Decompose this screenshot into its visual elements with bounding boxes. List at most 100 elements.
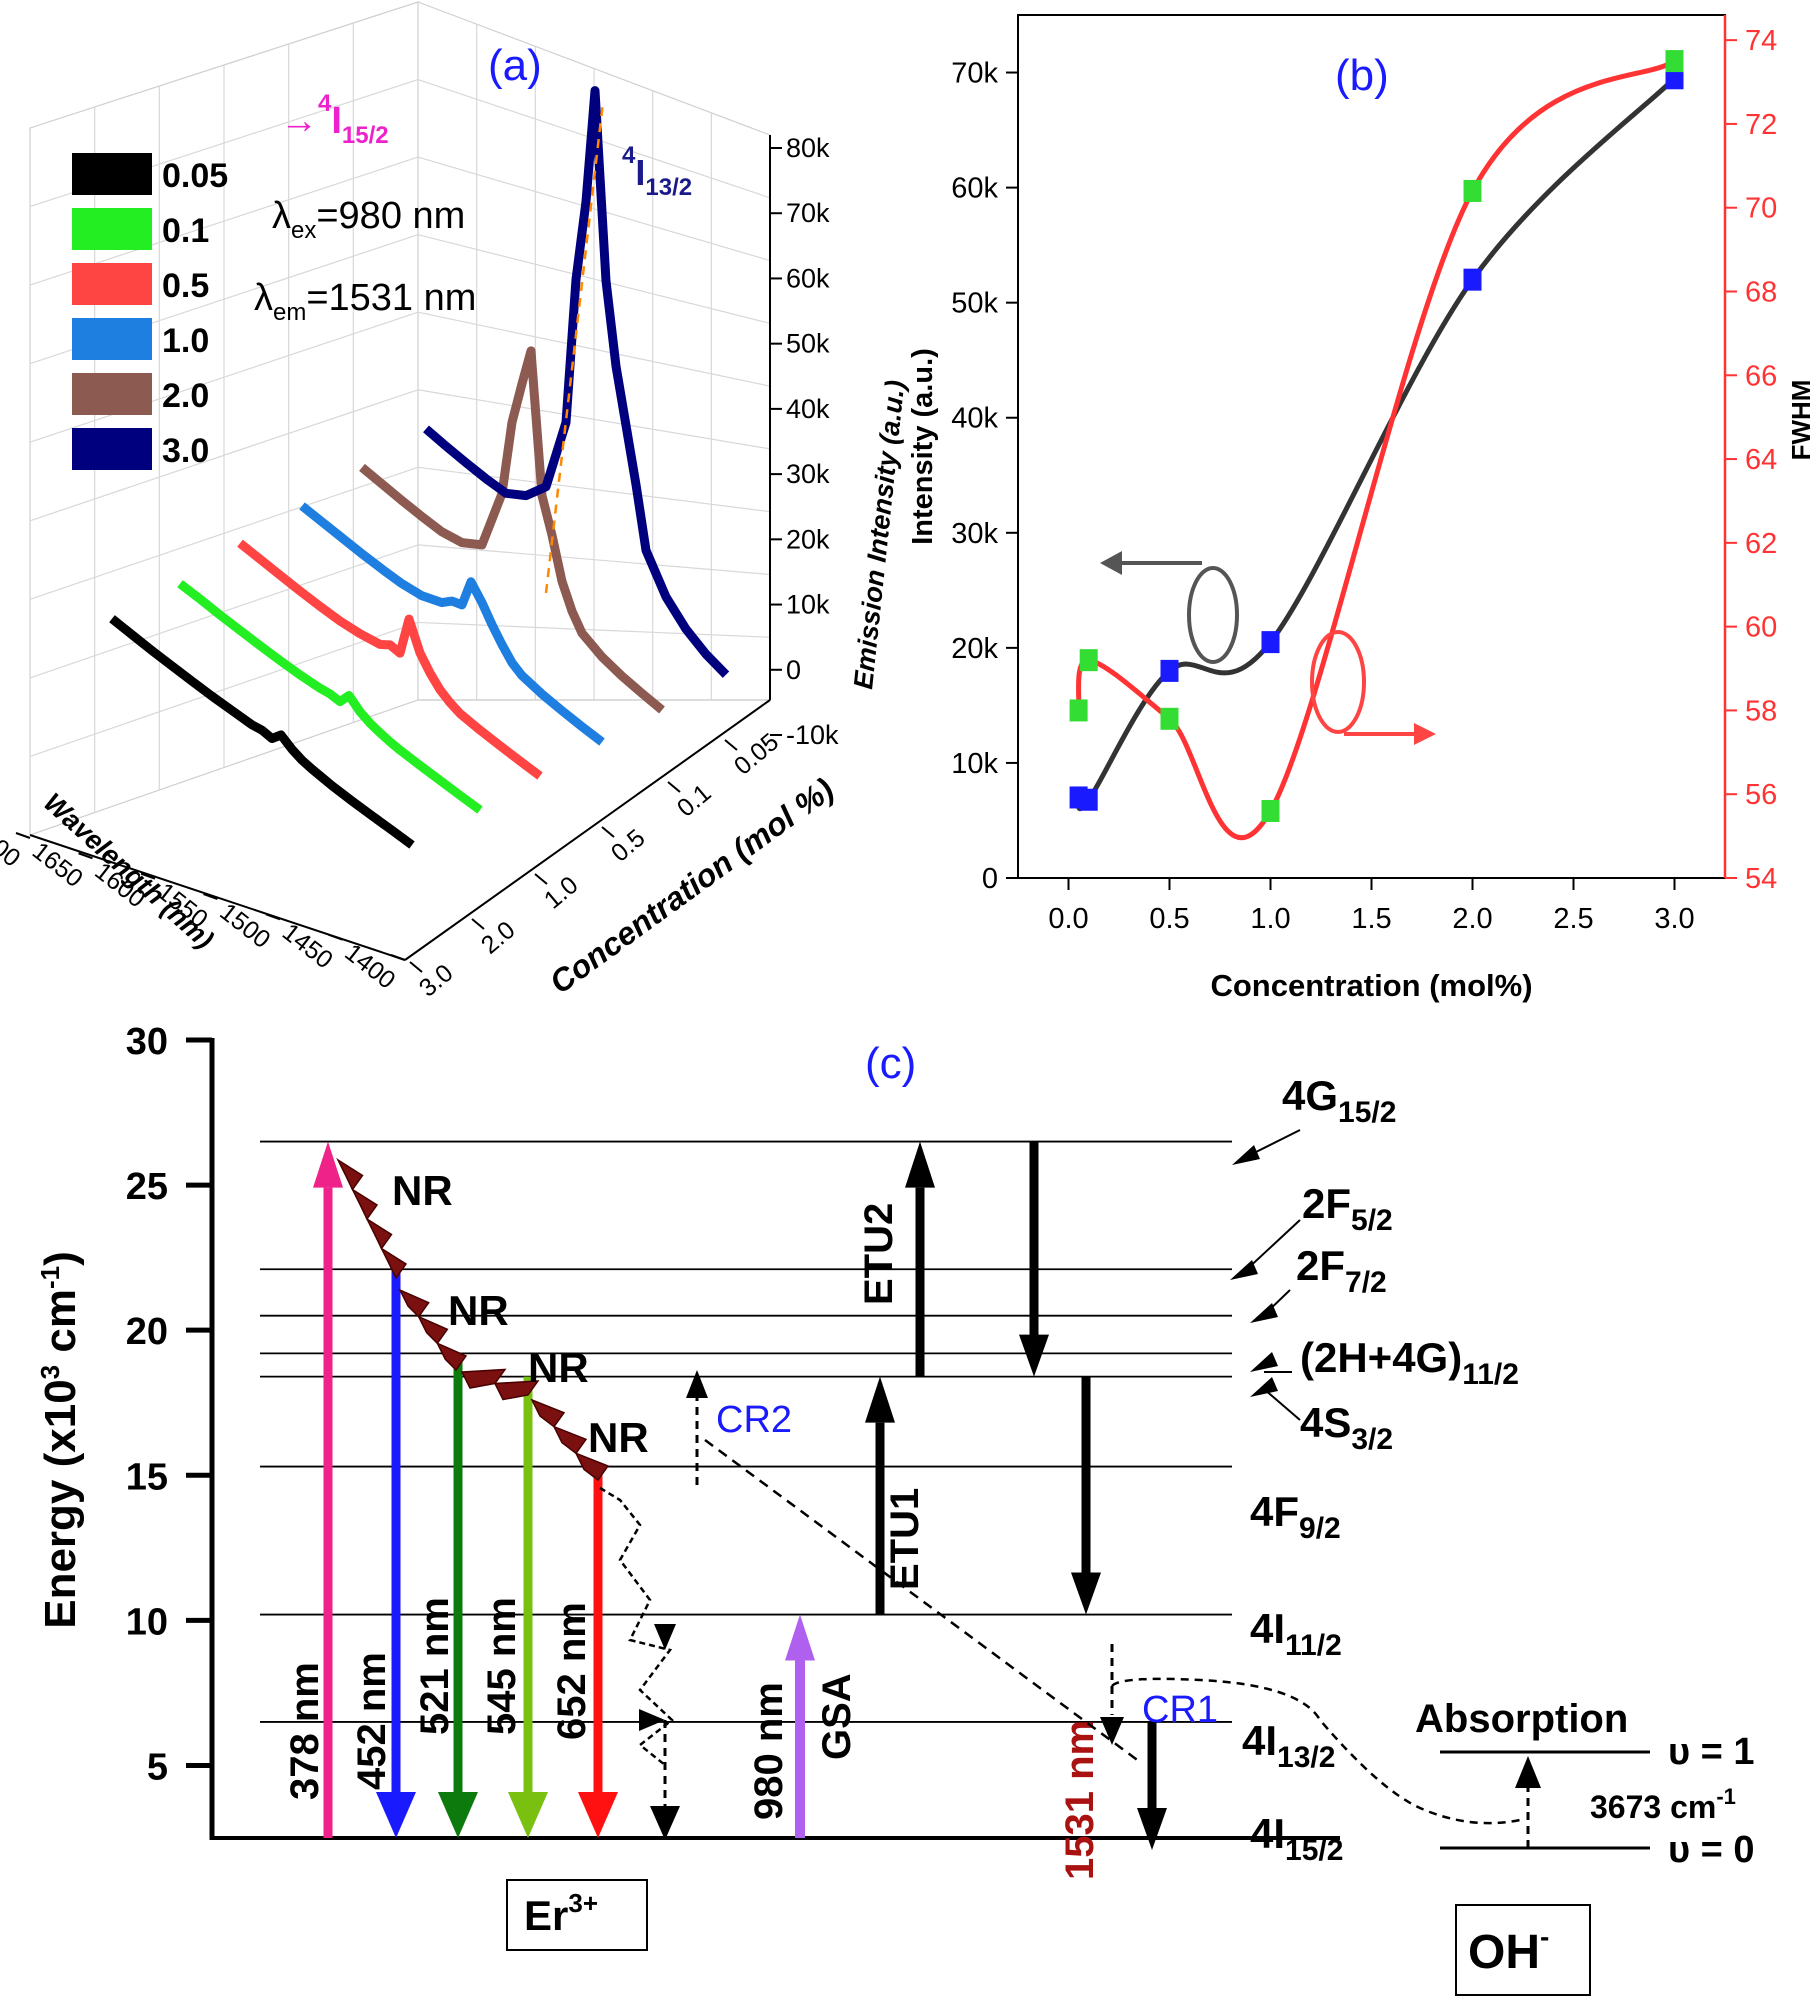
panel-b-y-tick-label: 20k: [951, 633, 998, 665]
panel-a-emission-label: λem=1531 nm: [254, 277, 476, 326]
panel-a-excitation-label: λex=980 nm: [272, 195, 465, 244]
panel-c-transition-label-1531 nm: 1531 nm: [1058, 1720, 1102, 1880]
panel-c-level-label-7: 4I13/2: [1242, 1717, 1335, 1774]
level-term: 2F: [1296, 1242, 1345, 1289]
level-subscript: 7/2: [1345, 1266, 1387, 1299]
panel-b-x-tick-label: 2.5: [1553, 903, 1593, 935]
panel-b-intensity-curve: [1076, 76, 1677, 811]
panel-c-level-pointer-head: [1250, 1377, 1278, 1397]
lambda: λ: [272, 195, 291, 237]
level-term: 4F: [1250, 1488, 1299, 1535]
panel-c-arrow-head-980 nm: [785, 1614, 815, 1661]
panel-c-nonradiative-decay: [336, 1157, 610, 1482]
panel-a-y-tick-label: 1.0: [539, 871, 584, 915]
panel-a-transition-label-4I13/2: 4I13/2: [622, 142, 692, 201]
panel-c-relaxation-arrow-2-head: [1071, 1572, 1101, 1615]
panel-b-y2-tick-label: 66: [1745, 360, 1777, 392]
panel-a-series-0.5-line: [237, 539, 543, 780]
panel-c-cr-diagonal: [704, 1438, 1141, 1764]
panel-c-nr-label-1: NR: [392, 1167, 453, 1214]
panel-a-label: (a): [488, 41, 542, 90]
panel-a-y-tick: [409, 961, 423, 973]
panel-a-legend-label-2.0: 2.0: [162, 377, 209, 415]
panel-c-cr2-arrow-head: [686, 1370, 708, 1398]
oh-symbol: OH: [1468, 1926, 1540, 1979]
panel-b-y-tick-label: 50k: [951, 288, 998, 320]
panel-a-y-tick: [601, 826, 615, 838]
panel-a-legend-label-3.0: 3.0: [162, 432, 209, 470]
panel-a-legend-swatch-0.05: [72, 153, 152, 195]
panel-c-transition-label-980 nm: 980 nm: [747, 1682, 791, 1820]
panel-a-z-tick-label: 0: [786, 655, 801, 685]
panel-a-x-tick: [265, 913, 281, 921]
panel-b-x-tick-label: 1.5: [1351, 903, 1391, 935]
panel-a-z-tick-label: 30k: [786, 459, 830, 489]
panel-c-transition-label-545 nm: 545 nm: [480, 1597, 524, 1735]
panel-c-level-label-1: 2F5/2: [1302, 1180, 1393, 1237]
panel-a-legend-swatch-0.1: [72, 208, 152, 250]
panel-b-x-tick-label: 0.0: [1048, 903, 1088, 935]
panel-b-y2-tick-label: 68: [1745, 276, 1777, 308]
panel-c-relaxation-arrow-1-head: [1019, 1334, 1049, 1377]
panel-c-transition-label-GSA: GSA: [815, 1673, 859, 1760]
panel-b-right-arrow-head: [1414, 723, 1436, 745]
panel-a-y-tick: [471, 918, 485, 930]
panel-b-fwhm-marker: [1160, 707, 1179, 730]
panel-b-y2-tick-label: 56: [1745, 779, 1777, 811]
panel-a-series-3.0-line: [423, 86, 730, 678]
level-term: 4I: [1250, 1810, 1285, 1857]
panel-a-x-tick: [203, 893, 218, 900]
panel-a-series-0.05-line: [109, 615, 415, 849]
panel-a-series-2.0-line: [359, 346, 665, 714]
panel-c-oh-wavenumber-label: 3673 cm-1: [1590, 1784, 1736, 1825]
panel-c-y-tick-label: 5: [147, 1746, 168, 1788]
panel-b-y2-tick-label: 54: [1745, 863, 1777, 895]
level-term: 2F: [1302, 1180, 1351, 1227]
panel-c-y-tick-label: 10: [126, 1601, 168, 1643]
panel-a-y-tick: [724, 739, 738, 751]
panel-c-transition-label-452 nm: 452 nm: [350, 1652, 394, 1790]
panel-b-label: (b): [1335, 51, 1389, 100]
panel-c-level-label-6: 4I11/2: [1250, 1605, 1342, 1662]
panel-b-y-tick-label: 0: [982, 863, 998, 895]
level-subscript: 5/2: [1351, 1204, 1393, 1237]
panel-c-y-tick-label: 15: [126, 1456, 168, 1498]
panel-b-x-tick-label: 2.0: [1452, 903, 1492, 935]
panel-b-y2-tick-label: 72: [1745, 109, 1777, 141]
panel-b-fwhm-marker: [1463, 179, 1482, 202]
level-subscript: 13/2: [1277, 1741, 1335, 1774]
panel-b-plot-frame: [1017, 14, 1726, 879]
panel-a-transition-label-4I15/2: →4I15/2: [280, 90, 389, 149]
panel-c-level-pointer-head: [1250, 1303, 1278, 1323]
panel-c-y-tick-label: 30: [126, 1021, 168, 1063]
panel-a-peak-guide-line: [544, 101, 605, 594]
panel-c-level-label-8: 4I15/2: [1250, 1810, 1343, 1867]
panel-c-y-tick-label: 25: [126, 1166, 168, 1208]
level-term: 4I: [1242, 1717, 1277, 1764]
panel-a-3d-emission-spectra: 80k 70k 60k 50k 40k 30k 20k 10k 0 -10k Emission In…: [0, 1, 910, 1003]
panel-a-x-tick: [328, 933, 343, 941]
panel-b-y-tick-label: 30k: [951, 518, 998, 550]
panel-c-oh-label: OH-: [1468, 1921, 1549, 1979]
ylabel-sup: 3: [35, 1365, 65, 1379]
panel-c-arrow-head-521 nm: [438, 1792, 478, 1838]
panel-c-wavy-arrow-2: [639, 1709, 665, 1731]
panel-b-fwhm-marker: [1261, 799, 1280, 822]
panel-a-legend-label-0.5: 0.5: [162, 267, 209, 305]
panel-c-level-label-0: 4G15/2: [1282, 1072, 1396, 1129]
level-term: (2H+4G): [1300, 1334, 1462, 1381]
panel-a-x-tick-label: 1400: [339, 938, 400, 994]
panel-b-intensity-marker: [1665, 67, 1684, 90]
panel-c-level-pointer-head: [1232, 1145, 1260, 1165]
panel-b-y-tick-label: 60k: [951, 173, 998, 205]
panel-a-series-1.0-line: [299, 502, 605, 746]
panel-a-legend-label-0.05: 0.05: [162, 157, 228, 195]
panel-b-y-axis-label: Intensity (a.u.): [907, 348, 939, 545]
nr-tooth: [552, 1425, 588, 1455]
panel-c-nr-label-3: NR: [528, 1344, 589, 1391]
lambda: λ: [254, 277, 273, 319]
panel-a-x-tick: [390, 954, 406, 961]
panel-c-arrow-head-ETU2: [905, 1141, 935, 1188]
panel-a-legend-swatch-1.0: [72, 318, 152, 360]
panel-a-x-tick-label: 1700: [0, 816, 26, 872]
